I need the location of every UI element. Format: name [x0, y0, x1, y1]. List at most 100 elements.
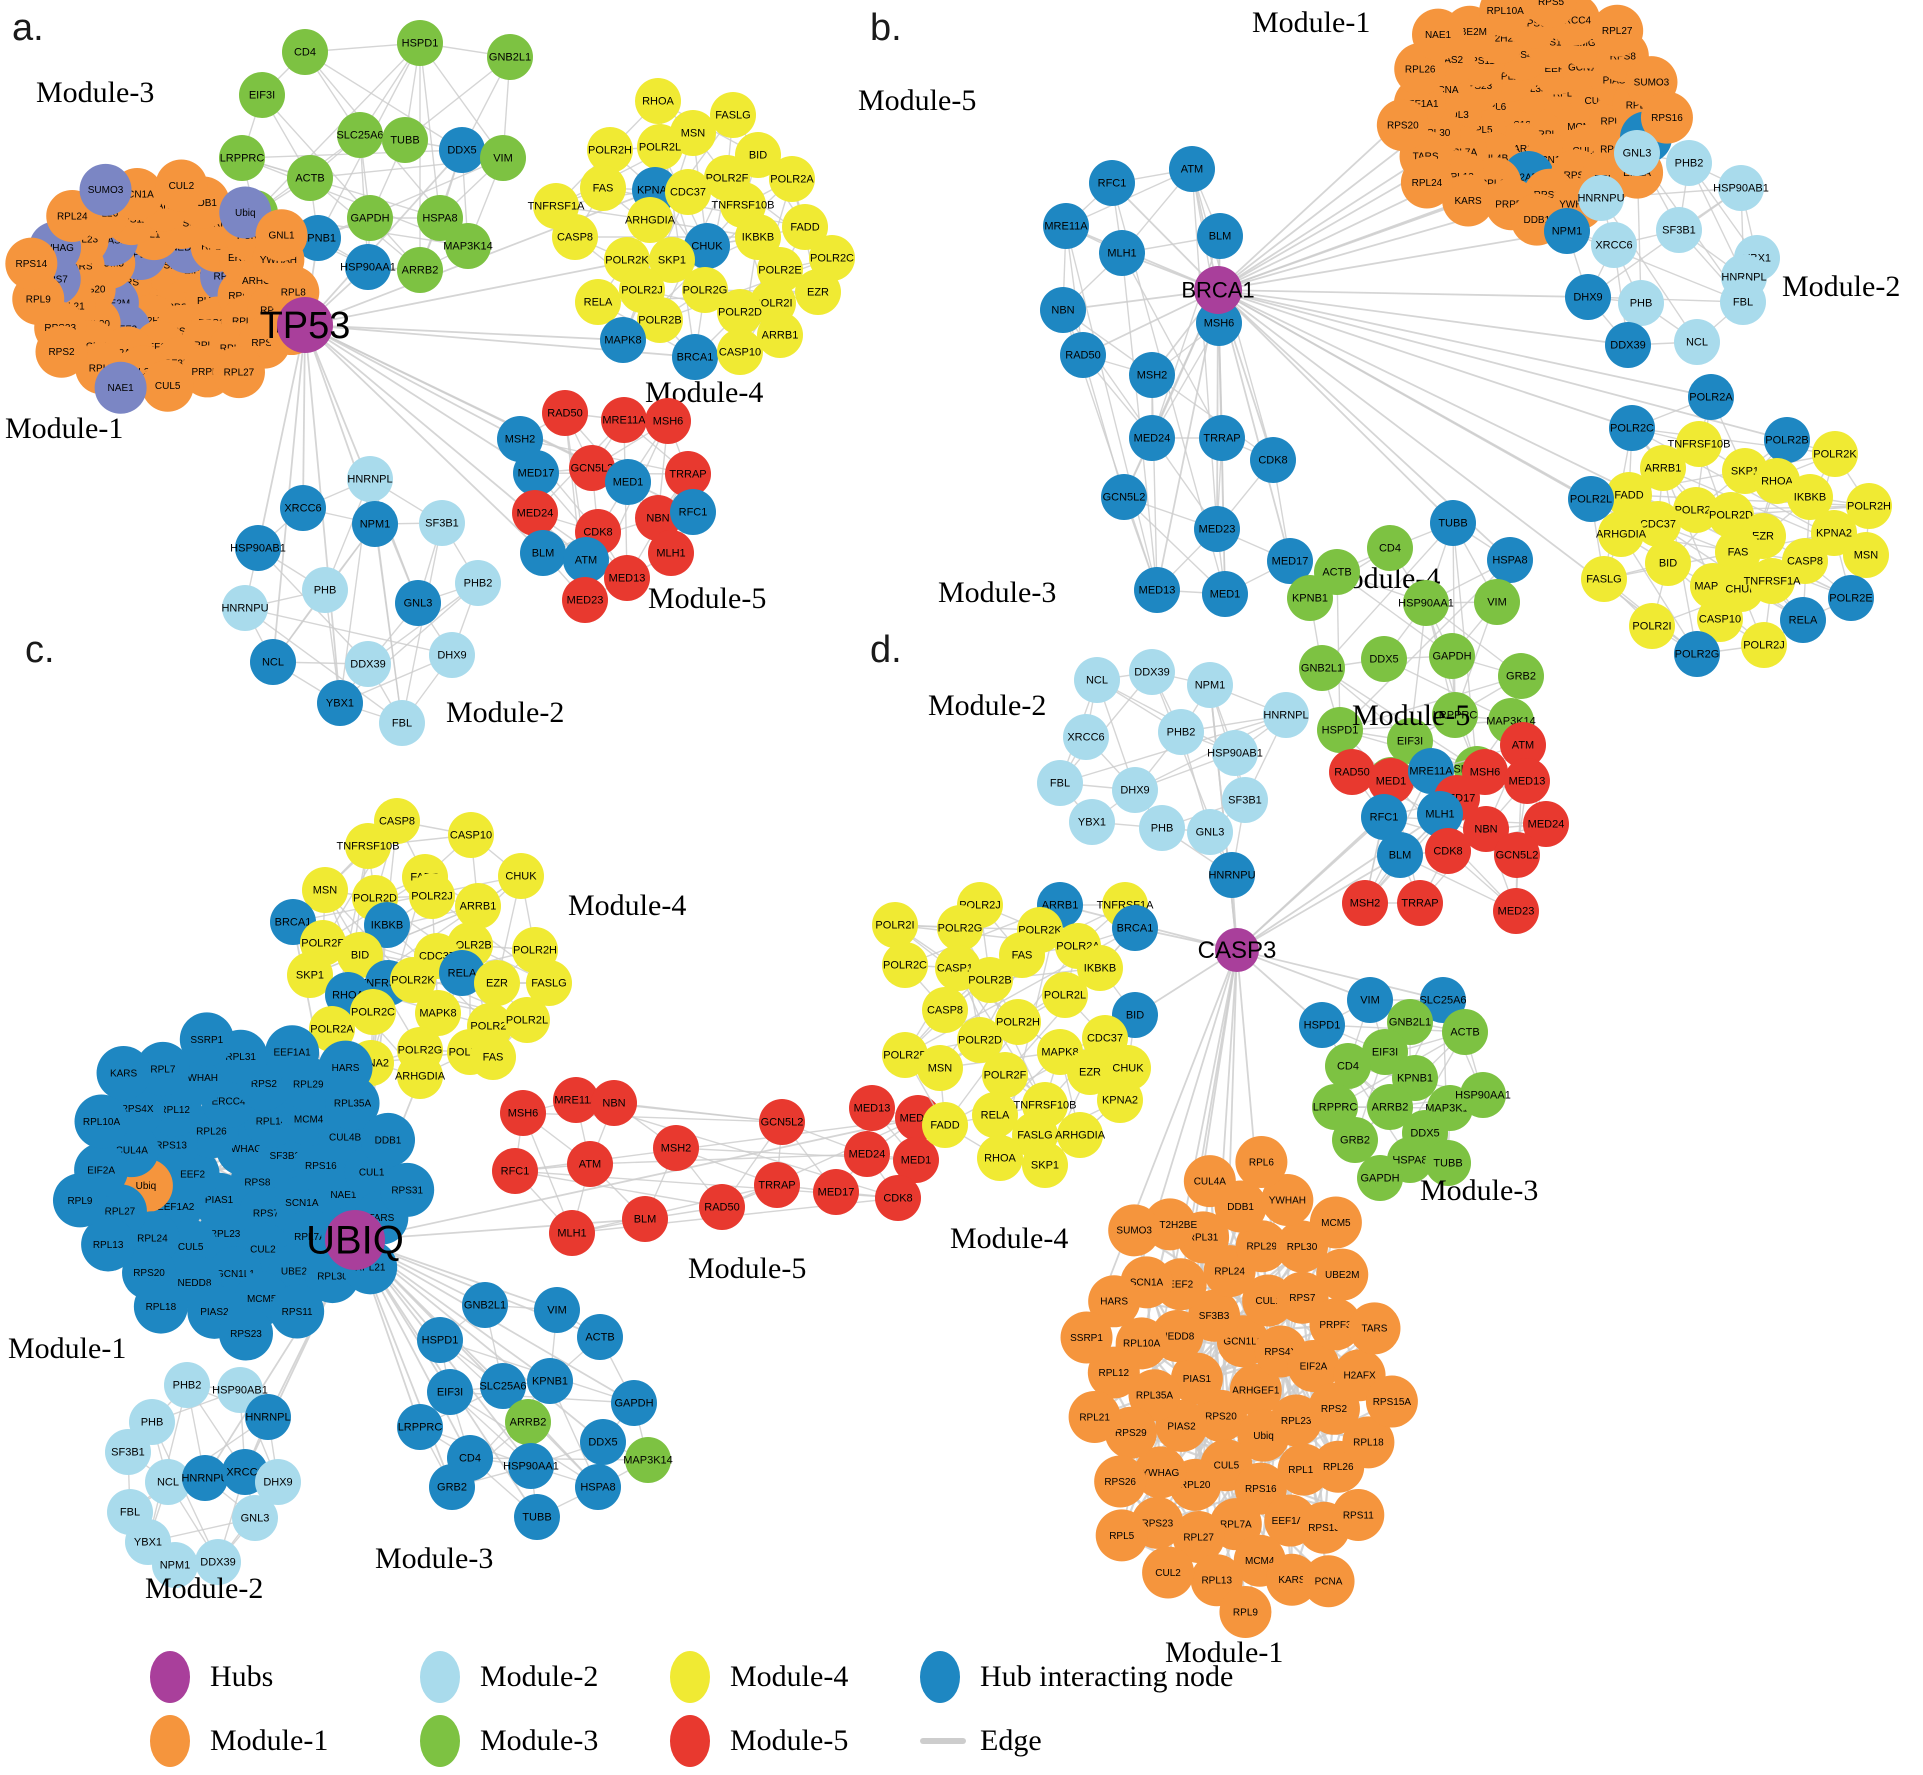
node-BRCA1: BRCA1 — [672, 334, 718, 380]
node-RPS14: RPS14 — [5, 237, 58, 290]
legend-item-hub-interacting-node: Hub interacting node — [920, 1651, 1280, 1703]
node-ACTB: ACTB — [287, 155, 333, 201]
node-POLR2G: POLR2G — [1674, 631, 1720, 677]
node-PHB2: PHB2 — [164, 1362, 210, 1408]
node-RELA: RELA — [1780, 597, 1826, 643]
node-RFC1: RFC1 — [492, 1148, 538, 1194]
node-GNL3: GNL3 — [1187, 809, 1233, 855]
module-label: Module-2 — [446, 696, 564, 729]
node-MED17: MED17 — [813, 1169, 859, 1215]
node-EIF3I: EIF3I — [427, 1369, 473, 1415]
node-GNB2L1: GNB2L1 — [1299, 645, 1345, 691]
node-CUL4A: CUL4A — [1183, 1155, 1236, 1208]
node-HSP90AA1: HSP90AA1 — [503, 1443, 559, 1489]
node-GNB2L1: GNB2L1 — [462, 1282, 508, 1328]
node-CUL2: CUL2 — [155, 159, 208, 212]
node-DHX9: DHX9 — [1565, 274, 1611, 320]
node-CDK8: CDK8 — [1425, 828, 1471, 874]
node-ARRB2: ARRB2 — [397, 247, 443, 293]
node-HARS: HARS — [318, 1040, 373, 1095]
node-POLR2I: POLR2I — [872, 902, 918, 948]
node-KPNA2: KPNA2 — [1097, 1077, 1143, 1123]
node-MED23: MED23 — [1194, 506, 1240, 552]
node-POLR2C: POLR2C — [1609, 405, 1655, 451]
node-RAD50: RAD50 — [699, 1184, 745, 1230]
legend-item-module-3: Module-3 — [420, 1715, 670, 1767]
node-DDX39: DDX39 — [345, 641, 391, 687]
legend-item-module-5: Module-5 — [670, 1715, 920, 1767]
module-label: Module-5 — [858, 84, 976, 117]
legend: Hubs Module-1 Module-2 Module-3 Module-4… — [150, 1645, 1280, 1773]
node-KPNB1: KPNB1 — [1287, 575, 1333, 621]
node-MED17: MED17 — [513, 450, 559, 496]
node-MED13: MED13 — [604, 555, 650, 601]
node-POLR2J: POLR2J — [409, 873, 455, 919]
node-POLR2J: POLR2J — [1741, 622, 1787, 668]
node-SLC25A6: SLC25A6 — [336, 112, 384, 158]
node-RAD50: RAD50 — [1329, 749, 1375, 795]
node-HSPA8: HSPA8 — [1487, 537, 1533, 583]
hub-label: UBIQ — [306, 1219, 404, 1263]
node-RPS20: RPS20 — [1376, 99, 1429, 152]
node-HSPA8: HSPA8 — [575, 1464, 621, 1510]
node-POLR2L: POLR2L — [504, 997, 550, 1043]
node-XRCC6: XRCC6 — [1063, 714, 1109, 760]
node-NCL: NCL — [1674, 319, 1720, 365]
node-NPM1: NPM1 — [1544, 208, 1590, 254]
node-CD4: CD4 — [1367, 525, 1413, 571]
node-TRRAP: TRRAP — [1199, 415, 1245, 461]
node-HNRNPU: HNRNPU — [181, 1455, 229, 1501]
node-CD4: CD4 — [1325, 1043, 1371, 1089]
node-RAD50: RAD50 — [542, 390, 588, 436]
node-ACTB: ACTB — [577, 1314, 623, 1360]
node-ARRB2: ARRB2 — [505, 1399, 551, 1445]
node-MSN: MSN — [917, 1045, 963, 1091]
module-label: Module-1 — [5, 412, 123, 445]
panel-c-nodes: CASP8CASP10TNFRSF10BFADDCHUKMSNPOLR2DPOL… — [8, 629, 941, 1605]
node-POLR2B: POLR2B — [967, 957, 1013, 1003]
node-NPM1: NPM1 — [1187, 662, 1233, 708]
node-GAPDH: GAPDH — [347, 195, 393, 241]
node-NBN: NBN — [591, 1080, 637, 1126]
module-label: Module-3 — [938, 576, 1056, 609]
node-POLR2A: POLR2A — [769, 156, 815, 202]
node-CUL5: CUL5 — [141, 359, 194, 412]
hubs-color-swatch — [150, 1651, 190, 1703]
node-DDB1: DDB1 — [361, 1112, 416, 1167]
node-MSH6: MSH6 — [645, 398, 691, 444]
module-label: Module-3 — [1420, 1174, 1538, 1207]
node-RPL21: RPL21 — [1068, 1390, 1121, 1443]
node-SUMO3: SUMO3 — [1108, 1204, 1161, 1257]
module-label: Module-5 — [688, 1252, 806, 1285]
node-POLR2E: POLR2E — [1828, 575, 1874, 621]
legend-label-module-2: Module-2 — [480, 1660, 599, 1693]
node-PHB2: PHB2 — [455, 560, 501, 606]
hub-node-BRCA1: BRCA1 — [1181, 266, 1255, 314]
node-POLR2L: POLR2L — [1042, 972, 1088, 1018]
node-KARS: KARS — [96, 1045, 151, 1100]
node-MSH2: MSH2 — [653, 1125, 699, 1171]
node-XRCC6: XRCC6 — [280, 485, 326, 531]
node-NAE1: NAE1 — [94, 361, 147, 414]
panel-letter: b. — [870, 7, 902, 49]
node-POLR2F: POLR2F — [982, 1052, 1028, 1098]
module-label: Module-1 — [1165, 1636, 1283, 1669]
node-NBN: NBN — [1040, 287, 1086, 333]
node-GRB2: GRB2 — [429, 1464, 475, 1510]
legend-item-module-2: Module-2 — [420, 1651, 670, 1703]
node-CDC37: CDC37 — [665, 169, 711, 215]
legend-label-module-3: Module-3 — [480, 1724, 599, 1757]
node-VIM: VIM — [1474, 579, 1520, 625]
module-label: Module-1 — [1252, 6, 1370, 39]
legend-item-module-1: Module-1 — [150, 1715, 420, 1767]
node-CASP8: CASP8 — [922, 987, 968, 1033]
node-FASLG: FASLG — [1581, 556, 1627, 602]
node-GNL3: GNL3 — [395, 580, 441, 626]
node-RPS23: RPS23 — [218, 1306, 273, 1361]
node-PHB2: PHB2 — [1666, 140, 1712, 186]
module-3-color-swatch — [420, 1715, 460, 1767]
node-CD4: CD4 — [282, 29, 328, 75]
module-label: Module-2 — [1782, 270, 1900, 303]
module-label: Module-5 — [648, 582, 766, 615]
hub-node-UBIQ: UBIQ — [306, 1210, 404, 1270]
